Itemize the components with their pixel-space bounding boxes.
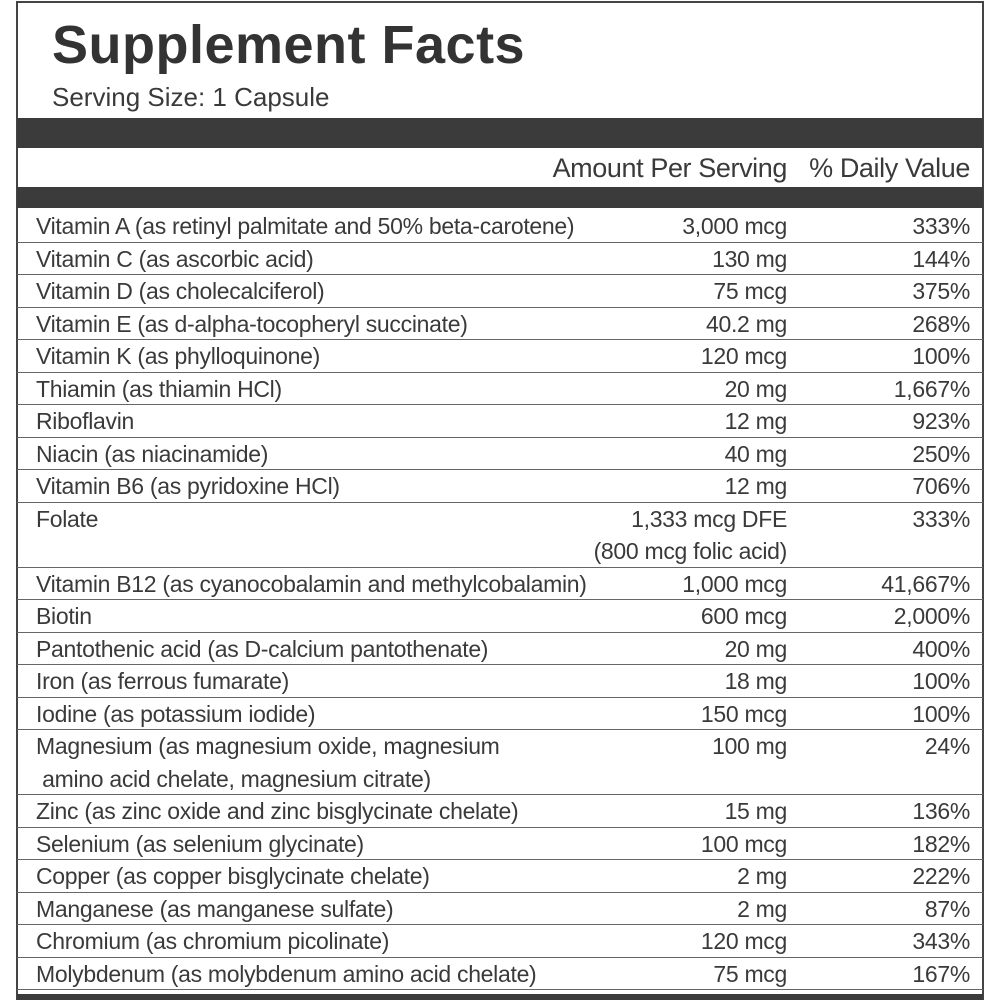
- nutrient-row: Vitamin B12 (as cyanocobalamin and methy…: [17, 568, 983, 600]
- nutrient-row: Manganese (as manganese sulfate) 2 mg 87%: [17, 893, 983, 925]
- daily-value: 923%: [912, 408, 970, 434]
- amount: 12 mg: [724, 473, 788, 499]
- column-header: Amount Per Serving: [552, 153, 788, 183]
- amount: 20 mg: [724, 635, 788, 662]
- nutrient-row: Riboflavin 12 mg 923%: [17, 405, 983, 438]
- serving-size: Serving Size: 1 Capsule: [52, 82, 330, 112]
- amount: 75 mcg: [713, 278, 787, 304]
- title: Supplement Facts: [52, 15, 526, 75]
- amount: 40.2 mg: [705, 310, 787, 337]
- nutrient-row: Vitamin A (as retinyl palmitate and 50% …: [17, 210, 983, 243]
- nutrient-name: Niacin (as niacinamide): [36, 440, 269, 467]
- nutrient-row: Iron (as ferrous fumarate) 18 mg 100%: [17, 665, 983, 698]
- daily-value: 136%: [912, 798, 970, 824]
- nutrient-row: Copper (as copper bisglycinate chelate) 2…: [17, 860, 983, 893]
- nutrient-name: Thiamin (as thiamin HCl): [36, 375, 282, 402]
- daily-value: 333%: [912, 213, 970, 239]
- amount: 18 mg: [724, 668, 788, 694]
- amount: 1,000 mcg: [682, 570, 787, 597]
- nutrient-row: Niacin (as niacinamide) 40 mg 250%: [17, 438, 983, 470]
- nutrient-name: Iodine (as potassium iodide): [36, 700, 316, 727]
- daily-value: 1,667%: [893, 375, 971, 402]
- daily-value: 100%: [912, 343, 970, 369]
- nutrient-name: Vitamin E (as d-alpha-tocopheryl succina…: [36, 310, 468, 337]
- daily-value: 24%: [924, 733, 970, 759]
- amount: 100 mg: [712, 733, 787, 759]
- nutrient-name: Manganese (as manganese sulfate): [36, 895, 394, 922]
- daily-value: 333%: [912, 505, 970, 532]
- nutrient-row: Magnesium (as magnesium oxide, magnesium…: [17, 730, 983, 795]
- nutrient-name: Riboflavin: [36, 408, 134, 434]
- amount: 15 mg: [724, 798, 788, 824]
- nutrient-row: Vitamin B6 (as pyridoxine HCl) 12 mg 706%: [17, 470, 983, 503]
- daily-value: 250%: [912, 440, 970, 467]
- nutrient-name: Vitamin A (as retinyl palmitate and 50% …: [36, 213, 575, 239]
- nutrient-row: Biotin 600 mcg 2,000%: [17, 600, 983, 633]
- nutrient-row: Molybdenum (as molybdenum amino acid che…: [17, 958, 983, 990]
- amount: 12 mg: [724, 408, 788, 434]
- amount: 100 mcg: [700, 830, 787, 857]
- nutrient-name: Molybdenum (as molybdenum amino acid che…: [36, 960, 537, 987]
- daily-value: 400%: [912, 635, 970, 662]
- nutrient-row: Vitamin E (as d-alpha-tocopheryl succina…: [17, 308, 983, 340]
- nutrient-name: Vitamin K (as phylloquinone): [36, 343, 320, 369]
- daily-value: 41,667%: [881, 570, 970, 597]
- amount: 2 mg: [737, 895, 787, 922]
- divider-bar: [17, 187, 983, 208]
- daily-value: 2,000%: [893, 603, 971, 629]
- nutrient-name: Vitamin D (as cholecalciferol): [36, 278, 325, 304]
- amount: 600 mcg: [700, 603, 787, 629]
- nutrient-row: Folate 1,333 mcg DFE (800 mcg folic acid)…: [17, 503, 983, 568]
- amount: 20 mg: [724, 375, 788, 402]
- nutrient-name: Selenium (as selenium glycinate): [36, 830, 364, 857]
- daily-value: 167%: [912, 960, 970, 987]
- nutrient-name: Copper (as copper bisglycinate chelate): [36, 863, 430, 889]
- nutrient-name: Biotin: [36, 603, 92, 629]
- amount: 130 mg: [712, 245, 787, 272]
- nutrient-row: Vitamin C (as ascorbic acid) 130 mg 144%: [17, 243, 983, 275]
- column-header: % Daily Value: [809, 153, 970, 183]
- nutrient-row: Thiamin (as thiamin HCl) 20 mg 1,667%: [17, 373, 983, 405]
- daily-value: 100%: [912, 700, 970, 727]
- nutrient-name: Folate: [36, 505, 99, 532]
- nutrient-row: Chromium (as chromium picolinate) 120 mcg…: [17, 925, 983, 958]
- nutrient-row: Vitamin K (as phylloquinone) 120 mcg 100%: [17, 340, 983, 373]
- bottom-bar: [17, 994, 983, 1000]
- nutrient-row: Vitamin D (as cholecalciferol) 75 mcg 375%: [17, 275, 983, 308]
- nutrient-name: Iron (as ferrous fumarate): [36, 668, 289, 694]
- daily-value: 268%: [912, 310, 970, 337]
- daily-value: 182%: [912, 830, 970, 857]
- divider-bar: [17, 118, 983, 148]
- nutrient-name: Magnesium (as magnesium oxide, magnesium…: [36, 733, 500, 792]
- frame: [16, 1, 984, 1000]
- daily-value: 87%: [924, 895, 970, 922]
- daily-value: 375%: [912, 278, 970, 304]
- nutrient-row: Selenium (as selenium glycinate) 100 mcg 1…: [17, 828, 983, 860]
- nutrient-name: Vitamin C (as ascorbic acid): [36, 245, 314, 272]
- daily-value: 343%: [912, 928, 970, 954]
- daily-value: 144%: [912, 245, 970, 272]
- nutrient-name: Pantothenic acid (as D-calcium pantothen…: [36, 635, 489, 662]
- daily-value: 706%: [912, 473, 970, 499]
- amount: 150 mcg: [700, 700, 787, 727]
- daily-value: 222%: [912, 863, 970, 889]
- nutrient-name: Vitamin B12 (as cyanocobalamin and methy…: [36, 570, 587, 597]
- amount: 3,000 mcg: [682, 213, 787, 239]
- nutrient-row: Pantothenic acid (as D-calcium pantothen…: [17, 633, 983, 665]
- nutrient-name: Vitamin B6 (as pyridoxine HCl): [36, 473, 340, 499]
- amount: 2 mg: [737, 863, 787, 889]
- amount: 40 mg: [724, 440, 788, 467]
- nutrient-name: Zinc (as zinc oxide and zinc bisglycinat…: [36, 798, 519, 824]
- nutrient-row: Zinc (as zinc oxide and zinc bisglycinat…: [17, 795, 983, 828]
- amount: 120 mcg: [700, 928, 787, 954]
- nutrient-table: Vitamin A (as retinyl palmitate and 50% …: [17, 210, 983, 990]
- nutrient-name: Chromium (as chromium picolinate): [36, 928, 390, 954]
- amount: 75 mcg: [713, 960, 787, 987]
- amount: 1,333 mcg DFE (800 mcg folic acid): [593, 505, 788, 565]
- nutrient-row: Iodine (as potassium iodide) 150 mcg 100%: [17, 698, 983, 730]
- amount: 120 mcg: [700, 343, 787, 369]
- daily-value: 100%: [912, 668, 970, 694]
